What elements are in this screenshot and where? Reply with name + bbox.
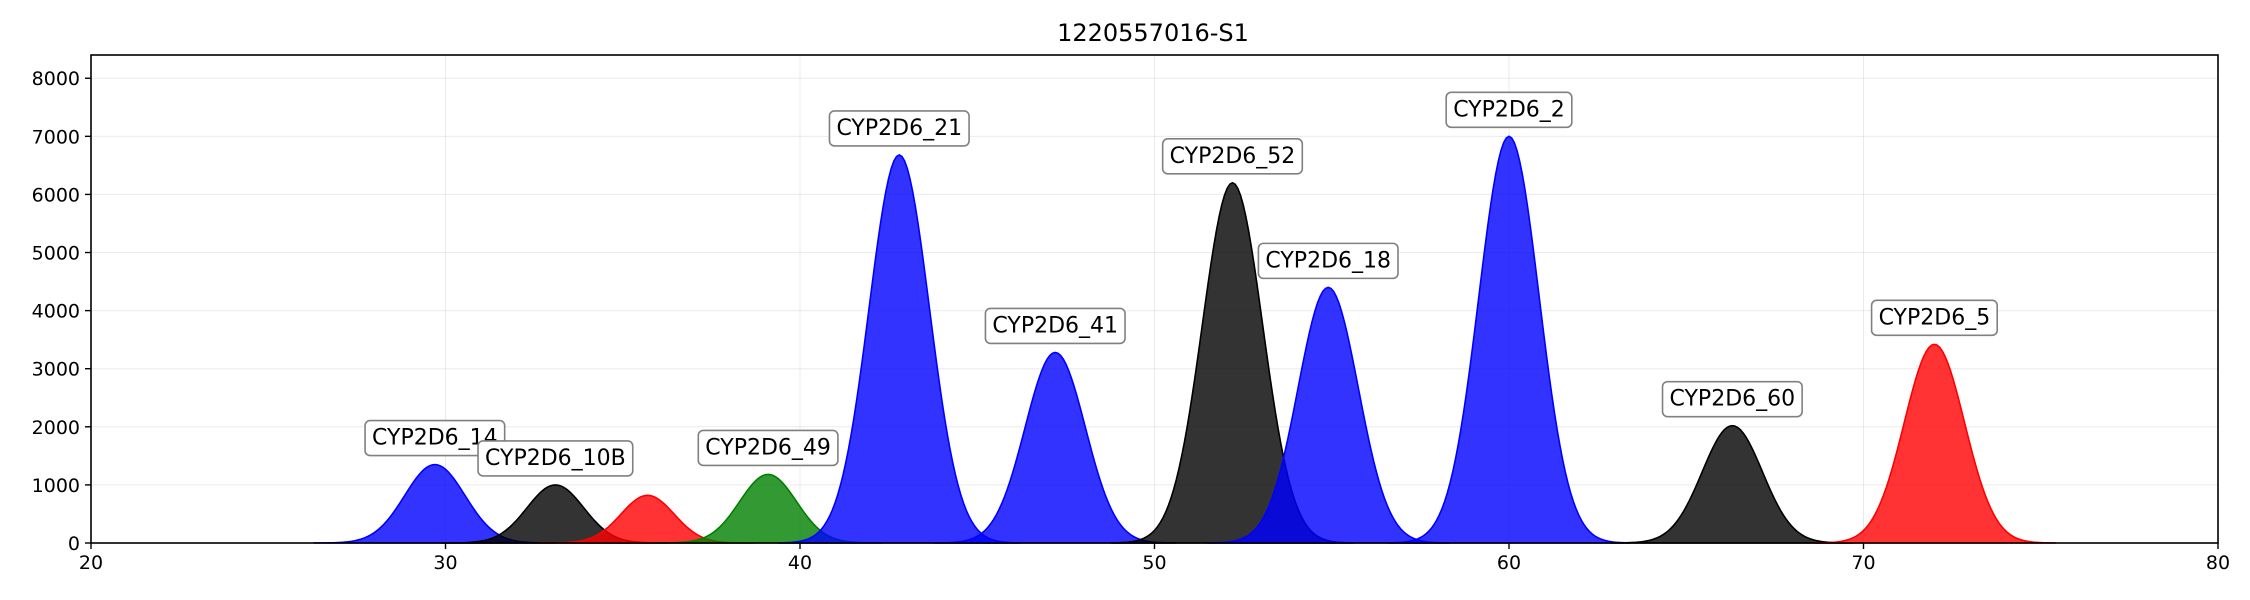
peak-label-cyp2d6-14: CYP2D6_14	[364, 419, 506, 457]
peak-label-box	[1870, 299, 1999, 337]
y-tick-label: 3000	[32, 359, 80, 381]
peak-label-cyp2d6-41: CYP2D6_41	[984, 307, 1126, 345]
peak-label-cyp2d6-5: CYP2D6_5	[1870, 299, 1999, 337]
peak-cyp2d6-60	[1611, 424, 1854, 544]
peak-label-box	[477, 440, 634, 477]
grid	[90, 55, 2219, 544]
peak-label-text: CYP2D6_2	[1453, 97, 1565, 122]
peak-cyp2d6-5	[1813, 343, 2056, 544]
x-tick-label: 30	[433, 552, 457, 574]
peak-label-text: CYP2D6_21	[836, 116, 962, 141]
peak-label-cyp2d6-52: CYP2D6_52	[1161, 138, 1304, 175]
peak-label-text: CYP2D6_5	[1879, 305, 1991, 330]
x-tick-label: 60	[1497, 552, 1521, 574]
peak-label-cyp2d6-10b: CYP2D6_10B	[477, 440, 634, 477]
peak-label-text: CYP2D6_18	[1265, 248, 1391, 273]
y-tick-label: 4000	[32, 301, 80, 323]
x-tick-label: 50	[1142, 552, 1166, 574]
x-tick-label: 80	[2206, 552, 2230, 574]
y-tick-label: 6000	[32, 184, 80, 206]
chart-title: 1220557016-S1	[1057, 19, 1249, 47]
peak-label-box	[1257, 242, 1399, 280]
peak-cyp2d6-41	[933, 351, 1177, 544]
peak-label-box	[984, 307, 1126, 345]
peak-label-box	[828, 110, 970, 147]
y-tick-label: 0	[68, 533, 80, 555]
peak-label-box	[364, 419, 506, 457]
x-axis: 20 30 40 50 60 70 80	[79, 543, 2230, 574]
peak-label-text: CYP2D6_41	[992, 313, 1118, 338]
peak-label-text: CYP2D6_52	[1170, 144, 1296, 169]
peak-label-box	[697, 429, 839, 467]
peak-label-cyp2d6-60: CYP2D6_60	[1661, 380, 1803, 418]
y-tick-label: 5000	[32, 243, 80, 265]
peak-cyp2d6-2	[1387, 135, 1631, 544]
peak-label-box	[1445, 91, 1573, 129]
x-tick-label: 20	[79, 552, 103, 574]
peak-label-box	[1161, 138, 1304, 175]
peak-label-cyp2d6-49: CYP2D6_49	[697, 429, 839, 467]
peaks	[313, 135, 2056, 544]
peak-label-text: CYP2D6_14	[372, 426, 498, 451]
x-tick-label: 40	[788, 552, 812, 574]
y-axis: 0 1000 2000 3000 4000 5000 6000 7000 8000	[32, 68, 91, 555]
peak-cyp2d6-18	[1206, 286, 1450, 544]
y-tick-label: 1000	[32, 475, 80, 497]
y-tick-label: 2000	[32, 417, 80, 439]
y-tick-label: 7000	[32, 126, 80, 148]
peak-label-cyp2d6-21: CYP2D6_21	[828, 110, 970, 147]
y-tick-label: 8000	[32, 68, 80, 90]
peak-label-text: CYP2D6_10B	[485, 446, 626, 471]
peak-label-box	[1661, 380, 1803, 418]
peak-label-text: CYP2D6_49	[705, 435, 831, 460]
peak-label-cyp2d6-18: CYP2D6_18	[1257, 242, 1399, 280]
x-tick-label: 70	[1851, 552, 1875, 574]
peak-label-cyp2d6-2: CYP2D6_2	[1445, 91, 1573, 129]
peak-label-text: CYP2D6_60	[1670, 387, 1796, 412]
